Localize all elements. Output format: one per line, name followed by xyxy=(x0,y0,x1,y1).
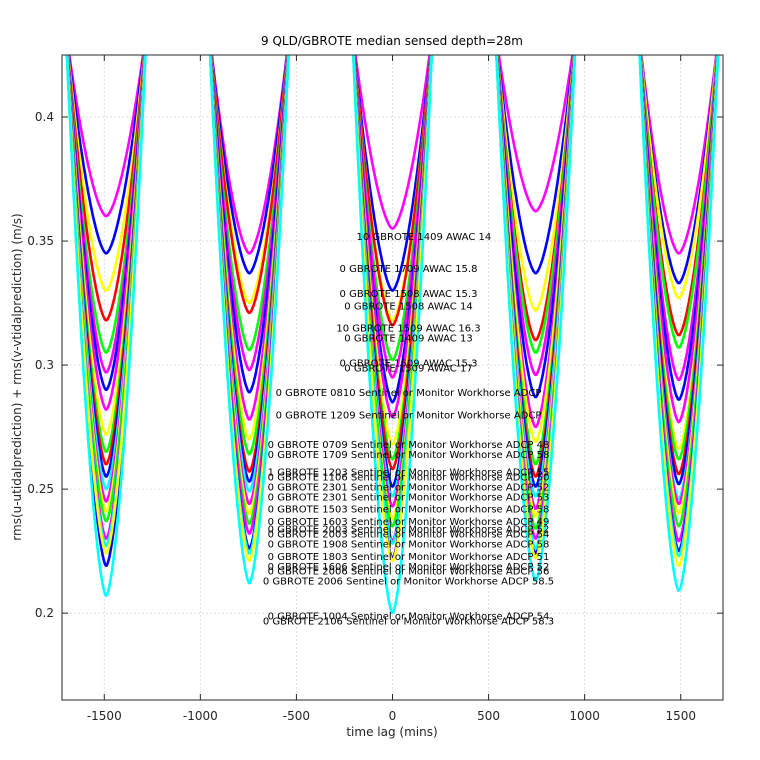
chart-title: 9 QLD/GBROTE median sensed depth=28m xyxy=(261,34,523,48)
data-label: 0 GBROTE 0810 Sentinel or Monitor Workho… xyxy=(276,388,542,399)
data-label: 0 GBROTE 1503 Sentinel or Monitor Workho… xyxy=(268,505,550,516)
data-label: 0 GBROTE 2301 Sentinel or Monitor Workho… xyxy=(268,492,550,503)
data-label: 0 GBROTE 1509 AWAC 15.3 xyxy=(340,358,478,369)
y-tick-label: 0.4 xyxy=(35,110,54,124)
series-cyan-20-valley-3 xyxy=(495,55,577,582)
axis-ticks: -1500 -1000 -500 0 500 1000 1500 0.2 0.25 0.3 0.35… xyxy=(27,55,723,723)
data-label: 0 GBROTE 1803 Sentinel or Monitor Workho… xyxy=(268,552,550,563)
series-magenta-0-valley-0 xyxy=(67,55,145,218)
series-red-3-valley-0 xyxy=(66,55,146,322)
data-label: 0 GBROTE 2006 Sentinel or Monitor Workho… xyxy=(263,577,554,588)
x-tick-label: 1000 xyxy=(569,709,600,723)
x-axis-title: time lag (mins) xyxy=(346,725,437,739)
series-green-4-valley-4 xyxy=(639,55,719,349)
data-label: 10 GBROTE 1409 AWAC 14 xyxy=(356,232,491,243)
y-tick-label: 0.3 xyxy=(35,358,54,372)
series-yellow-2-valley-3 xyxy=(496,55,576,312)
data-label: 0 GBROTE 2301 Sentinel or Monitor Workho… xyxy=(268,482,550,493)
series-magenta-0-valley-2 xyxy=(354,55,431,230)
series-blue-1-valley-1 xyxy=(210,55,289,275)
data-label: 0 GBROTE 2006 Sentinel or Monitor Workho… xyxy=(268,567,550,578)
series-red-3-valley-2 xyxy=(353,55,432,327)
data-label: 0 GBROTE 1606 Sentinel or Monitor Workho… xyxy=(268,562,550,573)
data-label: 0 GBROTE 1209 Sentinel or Monitor Workho… xyxy=(276,410,542,421)
series-magenta-0-valley-3 xyxy=(497,55,574,213)
series-cyan-20-valley-4 xyxy=(638,55,720,592)
y-tick-label: 0.35 xyxy=(27,234,54,248)
series-blue-1-valley-3 xyxy=(496,55,575,275)
data-label: 0 GBROTE 1603 Sentinel or Monitor Workho… xyxy=(268,517,550,528)
series-cyan-20-valley-1 xyxy=(208,55,290,585)
series-cyan-20-valley-2 xyxy=(351,55,434,615)
data-label: 0 GBROTE 1709 Sentinel or Monitor Workho… xyxy=(268,450,550,461)
data-label: 10 GBROTE 1509 AWAC 16.3 xyxy=(336,324,480,335)
series-blue-1-valley-2 xyxy=(353,55,432,292)
y-axis-title: rms(u-utidalprediction) + rms(v-vtidalpr… xyxy=(10,213,24,540)
data-label: 0 GBROTE 0709 Sentinel or Monitor Workho… xyxy=(268,440,550,451)
series-yellow-2-valley-0 xyxy=(66,55,146,292)
series-blue-1-valley-0 xyxy=(67,55,146,255)
x-tick-label: 500 xyxy=(477,709,500,723)
x-tick-label: -1500 xyxy=(87,709,122,723)
series-cyan-20-valley-0 xyxy=(65,55,147,597)
x-tick-label: -500 xyxy=(283,709,310,723)
data-label: 0 GBROTE 1908 Sentinel or Monitor Workho… xyxy=(268,539,550,550)
data-label: 0 GBROTE 2003 Sentinel or Monitor Workho… xyxy=(268,530,550,541)
data-label: 0 GBROTE 1004 Sentinel or Monitor Workho… xyxy=(268,611,550,622)
data-label: 0 GBROTE 1106 Sentinel or Monitor Workho… xyxy=(268,472,550,483)
x-tick-label: 1500 xyxy=(665,709,696,723)
data-label: 1 GBROTE 1203 Sentinel or Monitor Workho… xyxy=(268,467,550,478)
data-label: 0 GBROTE 2106 Sentinel or Monitor Workho… xyxy=(263,616,554,627)
y-tick-label: 0.2 xyxy=(35,606,54,620)
series-yellow-2-valley-4 xyxy=(639,55,719,300)
data-label: 0 GBROTE 1409 AWAC 13 xyxy=(344,334,472,345)
series-layer xyxy=(65,55,720,615)
data-label: 0 GBROTE 1508 AWAC 15.3 xyxy=(340,289,478,300)
series-yellow-19-valley-2 xyxy=(352,55,433,563)
data-label: 0 GBROTE 1508 AWAC 14 xyxy=(344,301,472,312)
x-tick-label: 0 xyxy=(389,709,397,723)
data-labels: 10 GBROTE 1409 AWAC 14 0 GBROTE 1709 AWAC… xyxy=(263,232,554,628)
series-magenta-0-valley-4 xyxy=(639,55,718,255)
x-tick-label: -1000 xyxy=(183,709,218,723)
data-label: 0 GBROTE 1709 AWAC 15.8 xyxy=(340,264,478,275)
series-red-3-valley-1 xyxy=(209,55,289,315)
y-tick-label: 0.25 xyxy=(27,482,54,496)
data-label: 0 GBROTE 1509 AWAC 17 xyxy=(344,363,472,374)
data-label: 0 GBROTE 2003 Sentinel or Monitor Workho… xyxy=(268,525,550,536)
